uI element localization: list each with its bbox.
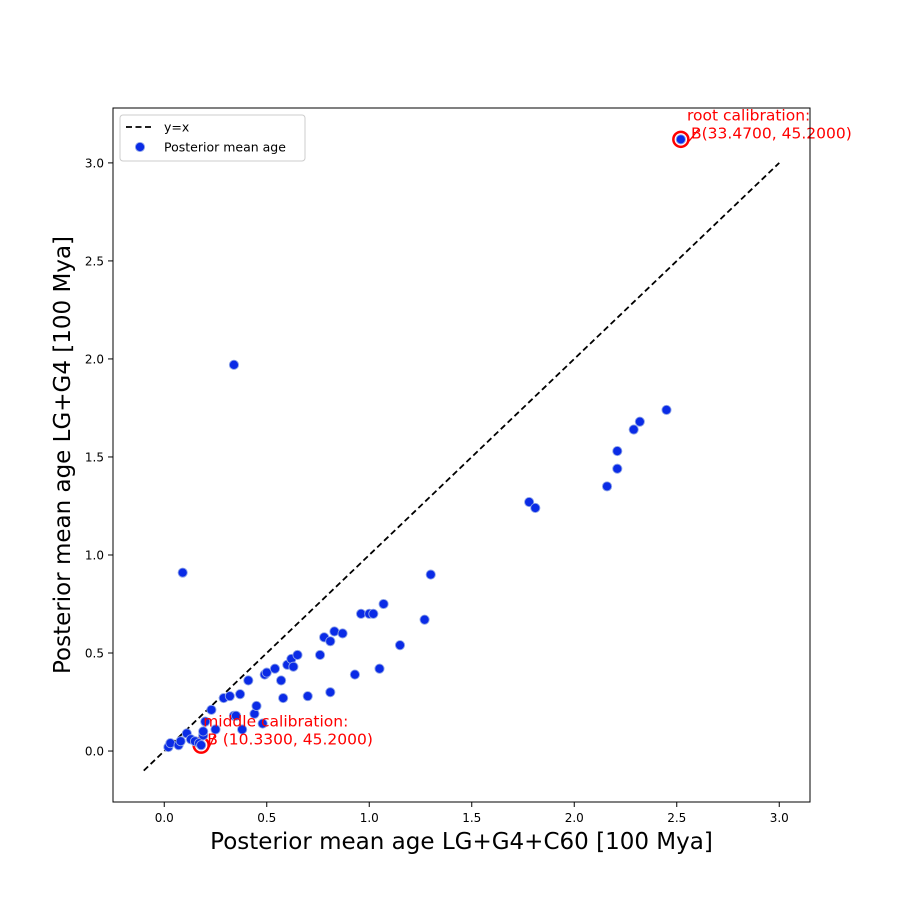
annotation-arrow (688, 128, 700, 142)
annotation-label-line1: root calibration: (687, 107, 810, 125)
y-tick-label: 1.0 (85, 548, 104, 562)
data-point (394, 640, 406, 651)
data-point (419, 614, 430, 625)
x-tick-label: 0.5 (257, 811, 276, 825)
x-tick-label: 1.5 (462, 811, 481, 825)
data-point (210, 724, 221, 735)
data-point (325, 636, 336, 647)
x-tick-label: 1.0 (360, 811, 379, 825)
y-tick-label: 2.5 (85, 254, 104, 268)
data-point (602, 481, 613, 492)
data-point (278, 693, 289, 704)
data-point (198, 726, 209, 737)
y-tick-label: 1.5 (85, 450, 104, 464)
annotation-label-line1: middle calibration: (203, 713, 348, 731)
y-tick-label: 0.5 (85, 647, 104, 661)
data-point (177, 567, 188, 578)
annotation-label-line2: B (10.3300, 45.2000) (207, 731, 373, 749)
legend-marker-swatch (134, 141, 146, 153)
data-point (325, 687, 336, 698)
x-tick-label: 2.0 (565, 811, 584, 825)
x-tick-label: 2.5 (667, 811, 686, 825)
data-point (612, 463, 623, 474)
data-point (165, 738, 176, 749)
data-point (612, 446, 623, 457)
axes-frame (112, 107, 811, 803)
data-point (237, 724, 248, 735)
data-point (634, 416, 645, 427)
x-tick-label: 3.0 (770, 811, 789, 825)
data-point (292, 649, 303, 661)
data-point (628, 424, 639, 435)
data-point (302, 691, 313, 702)
data-point (243, 675, 254, 686)
data-point (349, 669, 360, 680)
data-point (224, 691, 235, 702)
legend-label-reference: y=x (164, 120, 189, 135)
data-point (251, 700, 262, 711)
annotation-arrow (208, 734, 216, 748)
data-point (314, 649, 326, 661)
y-tick-label: 0.0 (85, 745, 104, 759)
data-point (524, 497, 535, 508)
highlight-ring-0 (672, 130, 690, 149)
legend-label-series: Posterior mean age (164, 140, 286, 155)
data-point (530, 502, 541, 513)
data-point (378, 598, 389, 610)
data-point (206, 704, 217, 715)
data-point (269, 663, 281, 674)
data-point (374, 663, 385, 674)
reference-line-y-equals-x (143, 162, 780, 772)
data-point (235, 689, 246, 700)
data-point (230, 710, 242, 721)
data-point (175, 736, 186, 747)
x-axis-label: Posterior mean age LG+G4+C60 [100 Mya] (210, 829, 713, 855)
data-point (196, 740, 207, 751)
plot-area: root calibration:B(33.4700, 45.2000) midd… (143, 107, 852, 772)
data-point (329, 626, 340, 637)
data-point (200, 716, 211, 727)
data-point (257, 718, 268, 729)
data-point (425, 569, 436, 580)
data-point (661, 404, 672, 415)
y-tick-label: 3.0 (85, 156, 104, 170)
data-point (288, 661, 299, 672)
legend: y=x Posterior mean age (119, 114, 306, 162)
data-point (261, 667, 272, 678)
data-point (675, 134, 686, 145)
y-axis-label: Posterior mean age LG+G4 [100 Mya] (50, 236, 76, 674)
data-point (368, 608, 379, 619)
legend-box (119, 114, 306, 162)
x-tick-label: 0.0 (155, 811, 174, 825)
data-point (337, 628, 348, 639)
data-point (276, 675, 287, 686)
y-tick-label: 2.0 (85, 352, 104, 366)
annotation-label-line2: B(33.4700, 45.2000) (691, 125, 852, 143)
data-point (228, 359, 239, 370)
axes: 0.0 0.5 1.0 1.5 2.0 2.5 3.0 0.0 0.5 1.0 1.5 2.0 2.5 3… (50, 107, 811, 855)
